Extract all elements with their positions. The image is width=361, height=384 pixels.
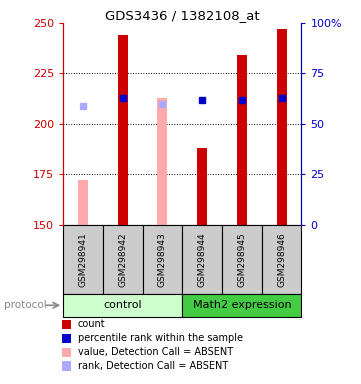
Text: GSM298943: GSM298943 [158, 232, 167, 286]
Text: GSM298945: GSM298945 [238, 232, 246, 286]
Bar [63, 225, 103, 294]
Text: percentile rank within the sample: percentile rank within the sample [78, 333, 243, 343]
Bar [63, 294, 182, 317]
Bar [222, 225, 262, 294]
Bar [262, 225, 301, 294]
Bar [182, 225, 222, 294]
Bar [118, 35, 128, 225]
Bar [103, 225, 143, 294]
Bar [78, 180, 88, 225]
Text: GSM298944: GSM298944 [198, 232, 206, 286]
Text: Math2 expression: Math2 expression [192, 300, 291, 310]
Bar [277, 29, 287, 225]
Bar [237, 55, 247, 225]
Text: protocol: protocol [4, 300, 46, 310]
Text: control: control [104, 300, 142, 310]
Text: value, Detection Call = ABSENT: value, Detection Call = ABSENT [78, 347, 233, 357]
Text: GSM298946: GSM298946 [277, 232, 286, 286]
Text: rank, Detection Call = ABSENT: rank, Detection Call = ABSENT [78, 361, 228, 371]
Text: GSM298941: GSM298941 [79, 232, 87, 286]
Text: count: count [78, 319, 105, 329]
Text: GSM298942: GSM298942 [118, 232, 127, 286]
Bar [143, 225, 182, 294]
Bar [197, 148, 207, 225]
Title: GDS3436 / 1382108_at: GDS3436 / 1382108_at [105, 9, 260, 22]
Bar [157, 98, 168, 225]
Bar [182, 294, 301, 317]
